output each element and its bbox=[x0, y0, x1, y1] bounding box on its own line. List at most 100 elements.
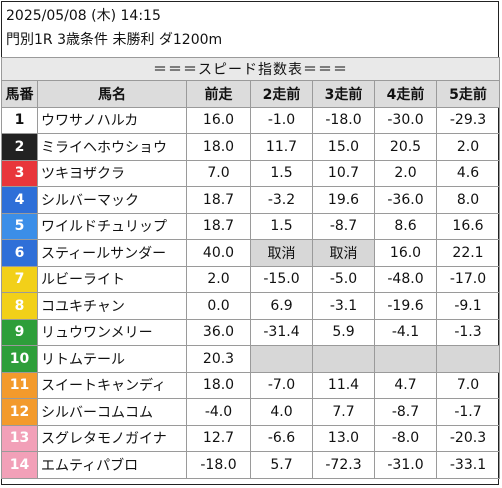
speed-index-value: 5.7 bbox=[250, 451, 313, 479]
column-header-row: 馬番 馬名 前走 2走前 3走前 4走前 5走前 bbox=[1, 80, 500, 108]
speed-index-value: 1.5 bbox=[250, 159, 313, 187]
horse-name: シルバーマック bbox=[37, 186, 187, 214]
speed-index-value: -15.0 bbox=[250, 265, 313, 293]
table-row: 13 スグレタモノガイナ 12.7 -6.6 13.0 -8.0 -20.3 bbox=[1, 424, 500, 452]
col-header-2-races-ago: 2走前 bbox=[250, 80, 313, 108]
speed-index-value: -72.3 bbox=[312, 451, 375, 479]
col-header-number: 馬番 bbox=[1, 80, 38, 108]
horse-number: 3 bbox=[1, 159, 38, 187]
speed-index-value: 8.6 bbox=[374, 212, 437, 240]
speed-index-value bbox=[250, 345, 313, 373]
horse-number: 4 bbox=[1, 186, 38, 214]
speed-index-value: 2.0 bbox=[436, 133, 500, 161]
col-header-horse-name: 馬名 bbox=[37, 80, 187, 108]
table-row: 10 リトムテール 20.3 bbox=[1, 345, 500, 373]
speed-index-value: 16.6 bbox=[436, 212, 500, 240]
speed-index-value: -8.0 bbox=[374, 424, 437, 452]
horse-number: 1 bbox=[1, 106, 38, 134]
speed-index-value: -8.7 bbox=[312, 212, 375, 240]
speed-index-value: -3.2 bbox=[250, 186, 313, 214]
speed-index-value: -3.1 bbox=[312, 292, 375, 320]
horse-number: 7 bbox=[1, 265, 38, 293]
horse-number: 6 bbox=[1, 239, 38, 267]
speed-index-value: -19.6 bbox=[374, 292, 437, 320]
table-row: 9 リュウワンメリー 36.0 -31.4 5.9 -4.1 -1.3 bbox=[1, 318, 500, 346]
speed-index-value: 7.0 bbox=[186, 159, 251, 187]
table-row: 6 スティールサンダー 40.0 取消 取消 16.0 22.1 bbox=[1, 239, 500, 267]
horse-number: 10 bbox=[1, 345, 38, 373]
speed-index-value: -4.1 bbox=[374, 318, 437, 346]
speed-index-value: 18.7 bbox=[186, 212, 251, 240]
speed-index-value: -4.0 bbox=[186, 398, 251, 426]
horse-name: ワイルドチュリップ bbox=[37, 212, 187, 240]
horse-name: リトムテール bbox=[37, 345, 187, 373]
horse-number: 2 bbox=[1, 133, 38, 161]
horse-name: ルビーライト bbox=[37, 265, 187, 293]
speed-index-value: -1.7 bbox=[436, 398, 500, 426]
speed-index-value: 40.0 bbox=[186, 239, 251, 267]
speed-index-value: 11.4 bbox=[312, 371, 375, 399]
speed-index-value: 36.0 bbox=[186, 318, 251, 346]
speed-index-value: 5.9 bbox=[312, 318, 375, 346]
col-header-3-races-ago: 3走前 bbox=[312, 80, 375, 108]
table-row: 12 シルバーコムコム -4.0 4.0 7.7 -8.7 -1.7 bbox=[1, 398, 500, 426]
speed-index-value: 18.7 bbox=[186, 186, 251, 214]
speed-index-value: -6.6 bbox=[250, 424, 313, 452]
table-row: 14 エムティパブロ -18.0 5.7 -72.3 -31.0 -33.1 bbox=[1, 451, 500, 479]
speed-index-value: 4.0 bbox=[250, 398, 313, 426]
speed-index-value: -7.0 bbox=[250, 371, 313, 399]
horse-name: ウワサノハルカ bbox=[37, 106, 187, 134]
table-row: 8 コユキチャン 0.0 6.9 -3.1 -19.6 -9.1 bbox=[1, 292, 500, 320]
horse-number: 9 bbox=[1, 318, 38, 346]
horse-name: シルバーコムコム bbox=[37, 398, 187, 426]
speed-index-value: 15.0 bbox=[312, 133, 375, 161]
horse-number: 14 bbox=[1, 451, 38, 479]
speed-index-value: 7.7 bbox=[312, 398, 375, 426]
speed-index-value: 16.0 bbox=[374, 239, 437, 267]
speed-index-value: 1.5 bbox=[250, 212, 313, 240]
speed-index-value: -18.0 bbox=[312, 106, 375, 134]
speed-index-value: 22.1 bbox=[436, 239, 500, 267]
col-header-5-races-ago: 5走前 bbox=[436, 80, 500, 108]
speed-index-value: 11.7 bbox=[250, 133, 313, 161]
horse-name: リュウワンメリー bbox=[37, 318, 187, 346]
horse-number: 13 bbox=[1, 424, 38, 452]
speed-index-value: 取消 bbox=[250, 239, 313, 267]
horse-name: スグレタモノガイナ bbox=[37, 424, 187, 452]
horse-name: ツキヨザクラ bbox=[37, 159, 187, 187]
speed-index-value: 4.6 bbox=[436, 159, 500, 187]
table-row: 1 ウワサノハルカ 16.0 -1.0 -18.0 -30.0 -29.3 bbox=[1, 106, 500, 134]
speed-index-value: -18.0 bbox=[186, 451, 251, 479]
speed-index-value: -36.0 bbox=[374, 186, 437, 214]
horse-name: ミライヘホウショウ bbox=[37, 133, 187, 161]
speed-index-value: 19.6 bbox=[312, 186, 375, 214]
speed-index-value: -20.3 bbox=[436, 424, 500, 452]
speed-index-value: -5.0 bbox=[312, 265, 375, 293]
speed-index-value: 18.0 bbox=[186, 371, 251, 399]
speed-index-value: 2.0 bbox=[374, 159, 437, 187]
speed-index-value: -31.0 bbox=[374, 451, 437, 479]
speed-index-value: 13.0 bbox=[312, 424, 375, 452]
speed-index-value: 2.0 bbox=[186, 265, 251, 293]
speed-index-value: -31.4 bbox=[250, 318, 313, 346]
speed-index-value: -9.1 bbox=[436, 292, 500, 320]
speed-index-value: 0.0 bbox=[186, 292, 251, 320]
horse-name: スティールサンダー bbox=[37, 239, 187, 267]
race-info: 門別1R 3歳条件 未勝利 ダ1200m bbox=[6, 32, 223, 48]
horse-number: 11 bbox=[1, 371, 38, 399]
speed-index-value: -1.0 bbox=[250, 106, 313, 134]
speed-index-value: 20.5 bbox=[374, 133, 437, 161]
speed-index-value: -8.7 bbox=[374, 398, 437, 426]
table-row: 11 スイートキャンディ 18.0 -7.0 11.4 4.7 7.0 bbox=[1, 371, 500, 399]
horse-number: 8 bbox=[1, 292, 38, 320]
table-row: 4 シルバーマック 18.7 -3.2 19.6 -36.0 8.0 bbox=[1, 186, 500, 214]
speed-index-value: -1.3 bbox=[436, 318, 500, 346]
speed-index-value: 16.0 bbox=[186, 106, 251, 134]
table-row: 3 ツキヨザクラ 7.0 1.5 10.7 2.0 4.6 bbox=[1, 159, 500, 187]
table-row: 7 ルビーライト 2.0 -15.0 -5.0 -48.0 -17.0 bbox=[1, 265, 500, 293]
horse-name: コユキチャン bbox=[37, 292, 187, 320]
speed-index-value: -48.0 bbox=[374, 265, 437, 293]
speed-index-value: 10.7 bbox=[312, 159, 375, 187]
horse-number: 12 bbox=[1, 398, 38, 426]
col-header-last-race: 前走 bbox=[186, 80, 251, 108]
